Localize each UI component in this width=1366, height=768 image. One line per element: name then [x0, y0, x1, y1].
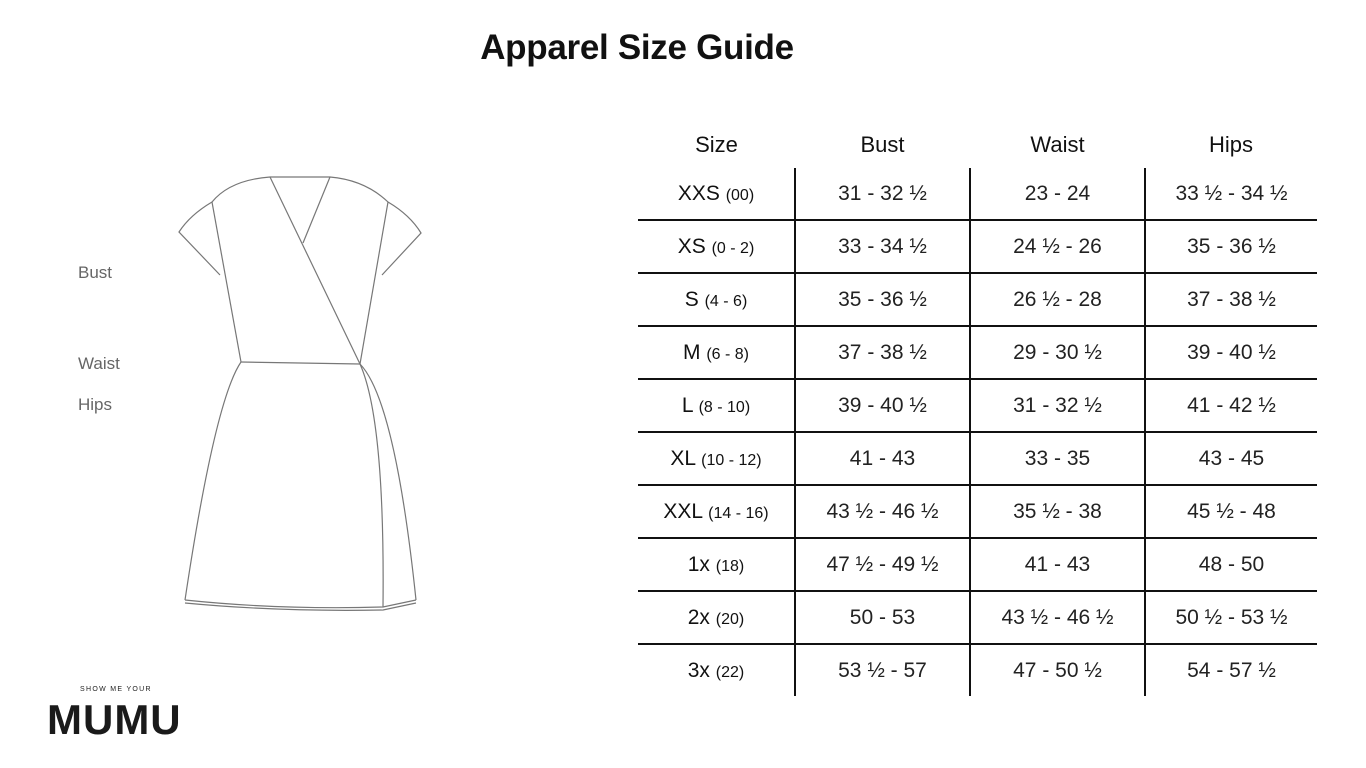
bust-cell: 39 - 40 ½ [794, 379, 970, 433]
hips-cell: 50 ½ - 53 ½ [1144, 591, 1317, 645]
size-label: 1x [687, 552, 710, 576]
bust-cell: 50 - 53 [794, 591, 970, 645]
size-cell: 2x (20) [638, 591, 795, 645]
size-cell: 3x (22) [638, 644, 795, 696]
bust-cell: 35 - 36 ½ [794, 273, 970, 327]
table-row: L (8 - 10) 39 - 40 ½ 31 - 32 ½ 41 - 42 ½ [638, 379, 1317, 433]
size-numeric: (00) [725, 186, 755, 204]
size-label: S [684, 287, 699, 311]
dress-illustration [178, 176, 422, 611]
size-numeric: (22) [715, 663, 745, 681]
header-hips: Hips [1208, 132, 1253, 157]
size-cell: L (8 - 10) [638, 379, 795, 433]
size-label: M [682, 340, 701, 364]
table-row: S (4 - 6) 35 - 36 ½ 26 ½ - 28 37 - 38 ½ [638, 273, 1317, 327]
hips-cell: 35 - 36 ½ [1144, 220, 1317, 274]
hips-cell: 45 ½ - 48 [1144, 485, 1317, 539]
size-numeric: (0 - 2) [711, 239, 755, 257]
bust-cell: 47 ½ - 49 ½ [794, 538, 970, 592]
waist-cell: 47 - 50 ½ [969, 644, 1145, 696]
header-size: Size [695, 132, 738, 157]
size-numeric: (10 - 12) [701, 451, 762, 469]
hips-cell: 43 - 45 [1144, 432, 1317, 486]
size-cell: 1x (18) [638, 538, 795, 592]
size-cell: S (4 - 6) [638, 273, 795, 327]
bust-cell: 33 - 34 ½ [794, 220, 970, 274]
size-cell: XXS (00) [638, 168, 795, 221]
bust-cell: 37 - 38 ½ [794, 326, 970, 380]
bust-cell: 43 ½ - 46 ½ [794, 485, 970, 539]
header-waist: Waist [1030, 132, 1085, 157]
table-row: 2x (20) 50 - 53 43 ½ - 46 ½ 50 ½ - 53 ½ [638, 591, 1317, 645]
page-title: Apparel Size Guide [480, 28, 794, 67]
size-numeric: (6 - 8) [706, 345, 749, 363]
table-row: M (6 - 8) 37 - 38 ½ 29 - 30 ½ 39 - 40 ½ [638, 326, 1317, 380]
waist-cell: 29 - 30 ½ [969, 326, 1145, 380]
table-header-row: Size Bust Waist Hips [638, 122, 1317, 168]
size-cell: XS (0 - 2) [638, 220, 795, 274]
waist-cell: 33 - 35 [969, 432, 1145, 486]
table-row: XXL (14 - 16) 43 ½ - 46 ½ 35 ½ - 38 45 ½ - … [638, 485, 1317, 539]
waist-cell: 26 ½ - 28 [969, 273, 1145, 327]
header-bust: Bust [860, 132, 905, 157]
size-numeric: (20) [715, 610, 745, 628]
size-label: XXL [663, 499, 703, 523]
waist-cell: 31 - 32 ½ [969, 379, 1145, 433]
table-row: XL (10 - 12) 41 - 43 33 - 35 43 - 45 [638, 432, 1317, 486]
hips-cell: 39 - 40 ½ [1144, 326, 1317, 380]
size-label: XXS [677, 181, 720, 205]
logo-tagline: SHOW ME YOUR [80, 686, 152, 693]
waist-cell: 23 - 24 [969, 168, 1145, 221]
size-label: L [681, 393, 693, 417]
size-label: XL [670, 446, 696, 470]
hips-label: Hips [78, 395, 113, 414]
waist-label: Waist [78, 354, 120, 373]
bust-cell: 41 - 43 [794, 432, 970, 486]
table-row: 3x (22) 53 ½ - 57 47 - 50 ½ 54 - 57 ½ [638, 644, 1317, 696]
hips-cell: 41 - 42 ½ [1144, 379, 1317, 433]
size-cell: XL (10 - 12) [638, 432, 795, 486]
hips-cell: 54 - 57 ½ [1144, 644, 1317, 696]
waist-cell: 35 ½ - 38 [969, 485, 1145, 539]
size-numeric: (18) [715, 557, 745, 575]
hips-cell: 37 - 38 ½ [1144, 273, 1317, 327]
size-table: Size Bust Waist Hips XXS (00) 31 - 32 ½ 23… [638, 122, 1317, 696]
size-cell: M (6 - 8) [638, 326, 795, 380]
brand-logo: MUMU [47, 696, 182, 743]
bust-cell: 31 - 32 ½ [794, 168, 970, 221]
size-numeric: (8 - 10) [698, 398, 751, 416]
size-numeric: (14 - 16) [708, 504, 769, 522]
table-row: XS (0 - 2) 33 - 34 ½ 24 ½ - 26 35 - 36 ½ [638, 220, 1317, 274]
size-cell: XXL (14 - 16) [638, 485, 795, 539]
hips-cell: 48 - 50 [1144, 538, 1317, 592]
hips-cell: 33 ½ - 34 ½ [1144, 168, 1317, 221]
size-numeric: (4 - 6) [704, 292, 748, 310]
table-row: 1x (18) 47 ½ - 49 ½ 41 - 43 48 - 50 [638, 538, 1317, 592]
size-label: 2x [687, 605, 710, 629]
size-label: 3x [687, 658, 710, 682]
table-row: XXS (00) 31 - 32 ½ 23 - 24 33 ½ - 34 ½ [638, 168, 1317, 221]
waist-cell: 24 ½ - 26 [969, 220, 1145, 274]
bust-label: Bust [78, 263, 113, 282]
size-label: XS [677, 234, 706, 258]
waist-cell: 41 - 43 [969, 538, 1145, 592]
waist-cell: 43 ½ - 46 ½ [969, 591, 1145, 645]
bust-cell: 53 ½ - 57 [794, 644, 970, 696]
